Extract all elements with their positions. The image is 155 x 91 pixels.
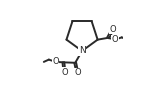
Text: O: O: [52, 57, 59, 66]
Text: N: N: [79, 47, 85, 55]
Text: O: O: [112, 35, 118, 44]
Text: O: O: [74, 68, 81, 77]
Text: O: O: [61, 68, 68, 77]
Text: O: O: [109, 25, 116, 34]
